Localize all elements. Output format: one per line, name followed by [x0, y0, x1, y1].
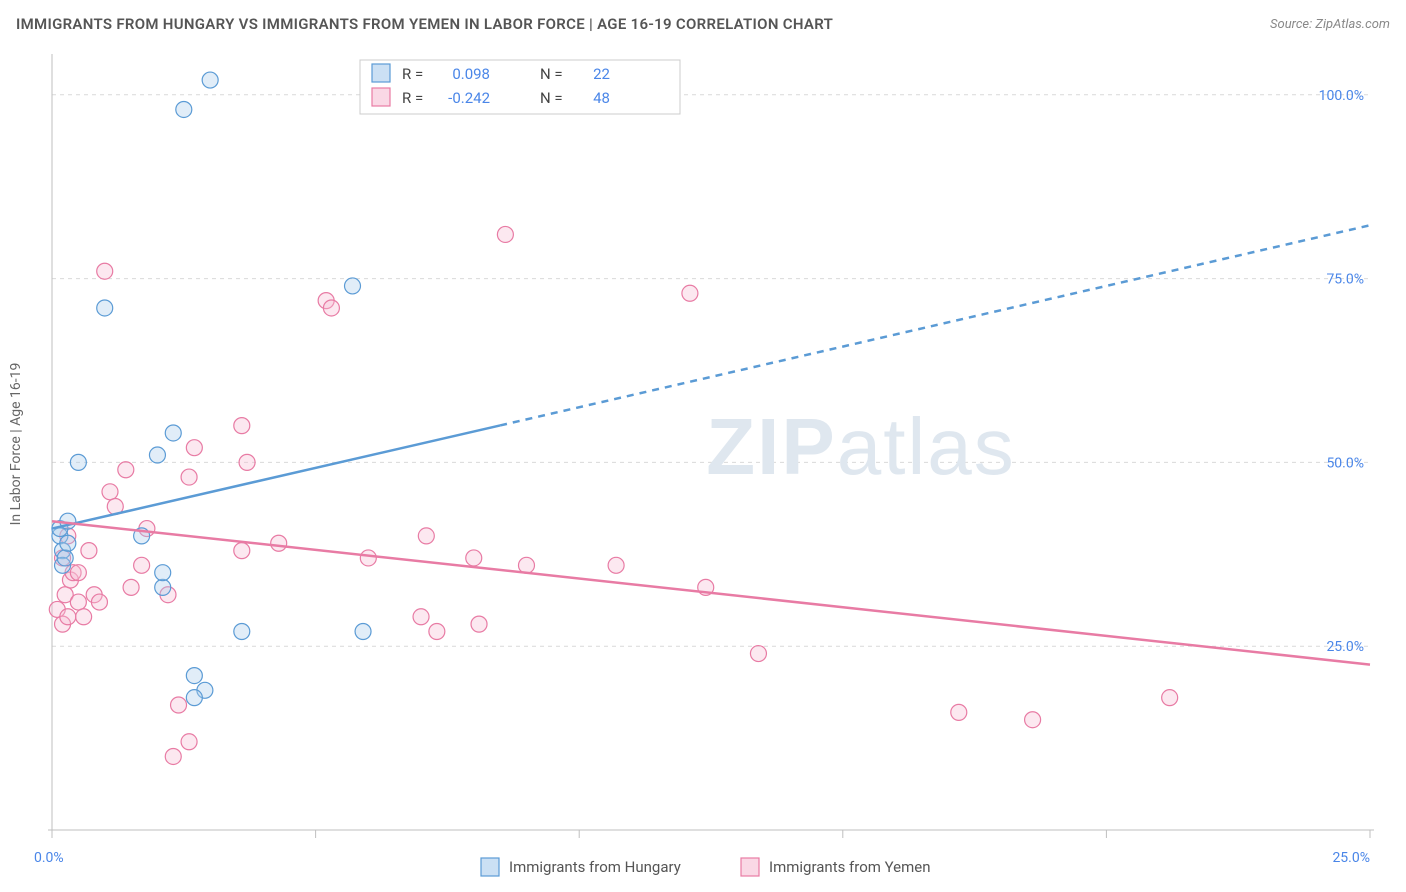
legend-swatch-yemen	[372, 88, 390, 106]
point-hungary	[70, 454, 86, 470]
x-origin-label: 0.0%	[34, 850, 64, 866]
bottom-swatch-yemen	[741, 858, 759, 876]
bottom-swatch-hungary	[481, 858, 499, 876]
title-bar: IMMIGRANTS FROM HUNGARY VS IMMIGRANTS FR…	[0, 0, 1406, 40]
point-hungary	[165, 425, 181, 441]
point-yemen	[323, 300, 339, 316]
point-yemen	[1025, 712, 1041, 728]
point-hungary	[155, 579, 171, 595]
point-yemen	[497, 226, 513, 242]
trend-hungary-solid	[52, 425, 500, 528]
point-hungary	[149, 447, 165, 463]
correlation-chart: 25.0% 50.0% 75.0% 100.0% ZIPatlas 0.0% 25.0% In…	[0, 40, 1406, 892]
point-yemen	[123, 579, 139, 595]
legend-n-label: N =	[540, 89, 563, 107]
point-yemen	[271, 535, 287, 551]
point-yemen	[70, 565, 86, 581]
point-yemen	[418, 528, 434, 544]
y-axis-label: In Labor Force | Age 16-19	[8, 363, 24, 526]
x-max-label: 25.0%	[1332, 850, 1370, 866]
point-yemen	[360, 550, 376, 566]
point-yemen	[181, 469, 197, 485]
point-yemen	[60, 609, 76, 625]
point-yemen	[471, 616, 487, 632]
point-yemen	[951, 704, 967, 720]
y-tick-label: 75.0%	[1326, 272, 1364, 288]
point-hungary	[155, 565, 171, 581]
point-yemen	[97, 263, 113, 279]
chart-title: IMMIGRANTS FROM HUNGARY VS IMMIGRANTS FR…	[16, 15, 833, 33]
y-tick-label: 100.0%	[1319, 88, 1364, 104]
point-yemen	[102, 484, 118, 500]
point-yemen	[181, 734, 197, 750]
point-yemen	[413, 609, 429, 625]
point-yemen	[234, 543, 250, 559]
bottom-label-hungary: Immigrants from Hungary	[509, 858, 681, 876]
legend-n-label: N =	[540, 65, 563, 83]
legend-n-value: 22	[593, 65, 610, 83]
bottom-label-yemen: Immigrants from Yemen	[769, 858, 931, 876]
point-yemen	[118, 462, 134, 478]
point-yemen	[134, 557, 150, 573]
watermark: ZIPatlas	[706, 402, 1015, 491]
source-label: Source: ZipAtlas.com	[1270, 17, 1390, 32]
legend-r-value: 0.098	[452, 65, 490, 83]
legend-r-label: R =	[402, 89, 423, 107]
point-hungary	[176, 101, 192, 117]
point-yemen	[682, 285, 698, 301]
legend-r-label: R =	[402, 65, 423, 83]
point-yemen	[239, 454, 255, 470]
point-hungary	[355, 623, 371, 639]
point-hungary	[60, 535, 76, 551]
point-hungary	[186, 668, 202, 684]
point-yemen	[608, 557, 624, 573]
trend-hungary-dashed	[500, 225, 1370, 425]
point-yemen	[76, 609, 92, 625]
point-yemen	[1162, 690, 1178, 706]
point-hungary	[345, 278, 361, 294]
point-yemen	[171, 697, 187, 713]
legend-swatch-hungary	[372, 64, 390, 82]
point-yemen	[234, 418, 250, 434]
point-yemen	[429, 623, 445, 639]
point-yemen	[186, 440, 202, 456]
point-hungary	[202, 72, 218, 88]
point-hungary	[97, 300, 113, 316]
point-yemen	[91, 594, 107, 610]
y-tick-label: 50.0%	[1326, 455, 1364, 471]
point-yemen	[466, 550, 482, 566]
point-hungary	[186, 690, 202, 706]
legend-n-value: 48	[593, 89, 610, 107]
point-hungary	[234, 623, 250, 639]
point-hungary	[57, 550, 73, 566]
legend-r-value: -0.242	[448, 89, 490, 107]
chart-container: 25.0% 50.0% 75.0% 100.0% ZIPatlas 0.0% 25.0% In…	[0, 40, 1406, 892]
point-yemen	[165, 748, 181, 764]
trend-yemen-solid	[52, 521, 1370, 664]
point-yemen	[750, 646, 766, 662]
point-yemen	[81, 543, 97, 559]
point-yemen	[518, 557, 534, 573]
y-tick-label: 25.0%	[1326, 639, 1364, 655]
point-yemen	[70, 594, 86, 610]
